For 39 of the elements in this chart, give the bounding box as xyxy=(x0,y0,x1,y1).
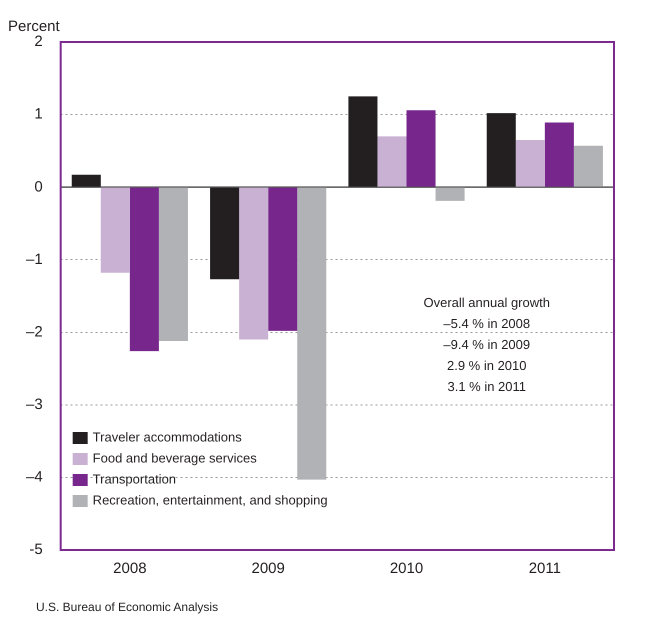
legend-label: Traveler accommodations xyxy=(92,430,242,445)
bar xyxy=(158,188,188,341)
bar xyxy=(574,146,603,187)
annotation: –9.4 % in 2009 xyxy=(443,336,530,352)
y-axis-title: Percent xyxy=(8,18,61,36)
legend-label: Transportation xyxy=(92,472,176,487)
x-tick-label: 2010 xyxy=(390,560,424,578)
bar xyxy=(130,188,159,352)
text: U.S. Bureau of Economic Analysis xyxy=(36,600,220,614)
bar xyxy=(406,110,436,187)
y-tick-label: –3 xyxy=(26,396,43,413)
x-tick-label: 2009 xyxy=(251,560,285,578)
bar xyxy=(72,174,101,187)
y-tick-label: –2 xyxy=(26,323,43,340)
legend-label: Recreation, entertainment, and shopping xyxy=(92,492,328,508)
bar xyxy=(100,188,130,273)
y-tick-label: –4 xyxy=(26,468,43,486)
annotation: –5.4 % in 2008 xyxy=(443,316,530,331)
x-tick-label: 2011 xyxy=(528,560,561,578)
bar xyxy=(297,188,326,480)
bar xyxy=(348,96,378,187)
legend-label: Food and beverage services xyxy=(92,450,258,466)
annotation: 2.9 % in 2010 xyxy=(446,358,526,373)
bar xyxy=(544,122,574,187)
y-tick-label: 0 xyxy=(34,178,43,196)
bar xyxy=(516,140,545,187)
bar xyxy=(210,188,240,280)
y-tick-label: –1 xyxy=(26,250,43,268)
annotation: 3.1 % in 2011 xyxy=(447,378,526,394)
y-tick-label: -5 xyxy=(29,541,43,558)
bar xyxy=(239,188,268,340)
bar xyxy=(436,188,465,201)
bar xyxy=(268,188,298,331)
x-tick-label: 2008 xyxy=(113,560,147,578)
bar xyxy=(486,113,516,187)
y-tick-label: 1 xyxy=(34,106,43,123)
bar xyxy=(377,136,407,187)
y-tick-label: 2 xyxy=(34,33,43,50)
annotation: Overall annual growth xyxy=(424,294,550,310)
